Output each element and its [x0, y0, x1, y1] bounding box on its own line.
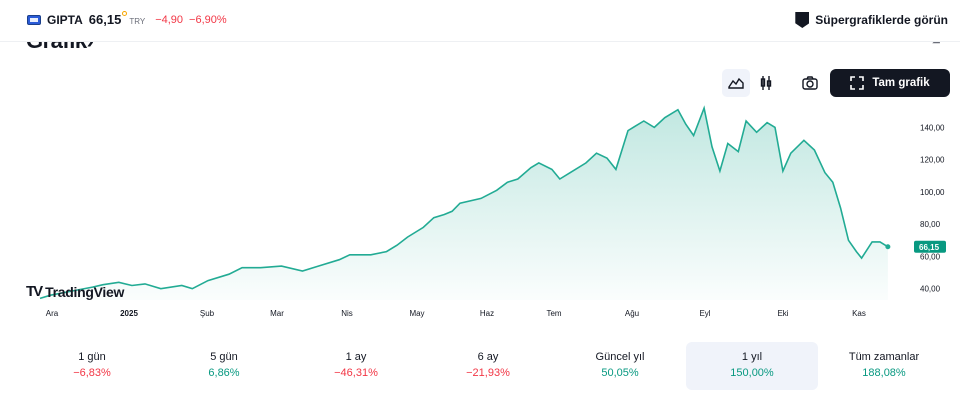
area-chart-button[interactable]: [722, 69, 750, 97]
y-tick-label: 80,00: [920, 220, 941, 229]
x-tick-label: Eki: [777, 309, 788, 318]
period-tab[interactable]: 1 gün −6,83%: [26, 342, 158, 390]
full-chart-label: Tam grafik: [872, 77, 930, 89]
last-price: 66,15: [88, 12, 122, 27]
period-tab[interactable]: 1 yıl 150,00%: [686, 342, 818, 390]
supercharts-label: Süpergrafiklerde görün: [815, 13, 948, 27]
period-tab[interactable]: Tüm zamanlar 188,08%: [818, 342, 950, 390]
period-change: 6,86%: [208, 367, 240, 379]
exchange-flag-icon: [27, 14, 41, 25]
period-label: Tüm zamanlar: [848, 351, 920, 363]
supercharts-badge-icon: [795, 12, 810, 28]
price-chart[interactable]: 66,15 40,0060,0080,00100,00120,00140,00 …: [0, 100, 960, 325]
x-tick-label: Nis: [341, 309, 353, 318]
tradingview-logo-mark: TV: [26, 283, 43, 300]
x-tick-label: Haz: [480, 309, 494, 318]
period-change: −6,83%: [73, 367, 111, 379]
x-tick-label: Eyl: [699, 309, 710, 318]
symbol-ticker: GIPTA: [47, 12, 83, 27]
symbol-summary: GIPTA 66,15 TRY −4,90 −6,90%: [27, 11, 233, 27]
x-tick-label: Kas: [852, 309, 866, 318]
price-change-percent: −6,90%: [189, 13, 227, 26]
period-tab[interactable]: Güncel yıl 50,05%: [554, 342, 686, 390]
tradingview-logo-text: TradingView: [45, 283, 125, 300]
x-tick-label: Ara: [46, 309, 59, 318]
x-tick-label: 2025: [120, 309, 138, 318]
x-tick-label: Tem: [546, 309, 561, 318]
x-tick-label: Ağu: [625, 309, 639, 318]
candles-icon: [760, 76, 772, 90]
last-price-badge-label: 66,15: [919, 243, 940, 252]
period-label: 1 ay: [345, 351, 367, 363]
period-label: Güncel yıl: [595, 351, 645, 363]
period-label: 1 yıl: [741, 351, 763, 363]
period-label: 5 gün: [210, 351, 238, 363]
symbol-header-bar: GIPTA 66,15 TRY −4,90 −6,90% Süpergrafik…: [0, 0, 960, 42]
price-change: −4,90: [155, 13, 184, 26]
chart-toolbar: Tam grafik: [720, 69, 950, 97]
period-label: 6 ay: [477, 351, 499, 363]
period-change: 188,08%: [862, 367, 906, 379]
period-change: 50,05%: [601, 367, 639, 379]
last-price-dot: [885, 244, 891, 250]
period-performance-tabs: 1 gün −6,83% 5 gün 6,86% 1 ay −46,31% 6 ay −21,…: [26, 342, 950, 390]
candles-chart-button[interactable]: [752, 69, 780, 97]
x-axis: Ara 2025 Şub Mar Nis May Haz Tem Ağu Eyl Eki Kas: [46, 309, 866, 318]
y-axis: 40,00 60,00 80,00 100,00 120,00 140,00: [920, 123, 945, 293]
x-tick-label: May: [409, 309, 424, 318]
price-area-fill: [40, 108, 888, 300]
market-status-icon: [122, 11, 128, 16]
period-tab[interactable]: 1 ay −46,31%: [290, 342, 422, 390]
y-tick-label: 60,00: [920, 252, 941, 261]
period-change: −46,31%: [334, 367, 378, 379]
y-tick-label: 100,00: [920, 188, 945, 197]
period-label: 1 gün: [78, 351, 106, 363]
fullscreen-icon: [850, 76, 865, 90]
period-tab[interactable]: 5 gün 6,86%: [158, 342, 290, 390]
tradingview-logo[interactable]: TV TradingView: [26, 283, 124, 300]
supercharts-link[interactable]: Süpergrafiklerde görün: [795, 12, 948, 28]
area-chart-icon: [728, 77, 744, 89]
period-change: 150,00%: [730, 367, 774, 379]
period-tab[interactable]: 6 ay −21,93%: [422, 342, 554, 390]
snapshot-button[interactable]: [796, 69, 824, 97]
y-tick-label: 40,00: [920, 285, 941, 294]
x-tick-label: Şub: [200, 309, 215, 318]
period-change: −21,93%: [466, 367, 510, 379]
x-tick-label: Mar: [270, 309, 284, 318]
price-currency: TRY: [129, 17, 146, 26]
y-tick-label: 140,00: [920, 123, 945, 132]
full-chart-button[interactable]: Tam grafik: [830, 69, 950, 97]
last-price-badge: 66,15: [914, 240, 946, 253]
price-line: [39, 105, 889, 300]
y-tick-label: 120,00: [920, 156, 945, 165]
camera-icon: [802, 76, 818, 90]
